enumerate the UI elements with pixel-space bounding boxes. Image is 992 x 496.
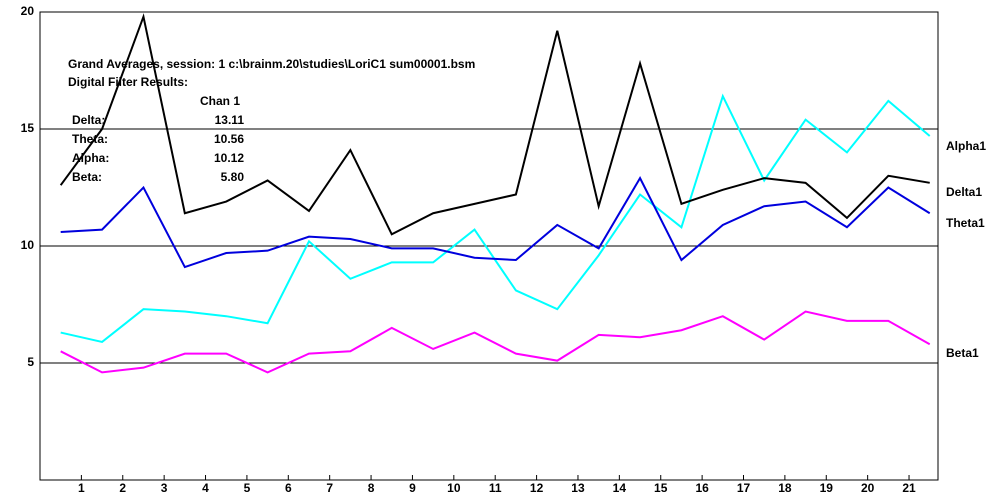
annotation-value: 10.12 — [214, 151, 244, 165]
annotation: Grand Averages, session: 1 c:\brainm.20\… — [68, 57, 475, 184]
x-tick-label: 16 — [695, 481, 709, 495]
x-tick-label: 3 — [161, 481, 168, 495]
x-tick-label: 10 — [447, 481, 461, 495]
x-tick-label: 15 — [654, 481, 668, 495]
x-tick-label: 21 — [902, 481, 916, 495]
annotation-value: 10.56 — [214, 132, 244, 146]
series-line — [60, 310, 931, 374]
x-tick-label: 5 — [244, 481, 251, 495]
x-tick-label: 7 — [326, 481, 333, 495]
legend-label: Alpha1 — [946, 139, 986, 153]
series-line — [60, 93, 931, 344]
annotation-value: 5.80 — [221, 170, 245, 184]
x-tick-label: 11 — [489, 481, 502, 495]
legend-label: Beta1 — [946, 346, 979, 360]
y-tick-label: 15 — [21, 121, 35, 135]
x-tick-label: 1 — [78, 481, 85, 495]
x-tick-label: 18 — [778, 481, 792, 495]
x-tick-label: 4 — [202, 481, 209, 495]
y-tick-label: 20 — [21, 4, 35, 18]
x-tick-label: 8 — [368, 481, 375, 495]
series-line — [60, 176, 931, 269]
x-tick-label: 2 — [119, 481, 126, 495]
annotation-subtitle: Digital Filter Results: — [68, 75, 188, 89]
annotation-value: 13.11 — [215, 113, 245, 127]
x-tick-label: 13 — [571, 481, 585, 495]
legend-label: Delta1 — [946, 185, 982, 199]
x-tick-label: 9 — [409, 481, 416, 495]
annotation-label: Alpha: — [72, 151, 109, 165]
annotation-column: Chan 1 — [200, 94, 240, 108]
x-tick-label: 14 — [613, 481, 627, 495]
x-tick-label: 12 — [530, 481, 544, 495]
annotation-label: Beta: — [72, 170, 102, 184]
x-tick-label: 20 — [861, 481, 875, 495]
x-tick-label: 17 — [737, 481, 751, 495]
y-tick-label: 5 — [27, 355, 34, 369]
annotation-label: Theta: — [72, 132, 108, 146]
legend-label: Theta1 — [946, 216, 985, 230]
annotation-title: Grand Averages, session: 1 c:\brainm.20\… — [68, 57, 475, 71]
series-line — [59, 13, 930, 236]
y-tick-label: 10 — [21, 238, 35, 252]
x-tick-label: 6 — [285, 481, 292, 495]
annotation-label: Delta: — [72, 113, 105, 127]
x-tick-label: 19 — [820, 481, 834, 495]
